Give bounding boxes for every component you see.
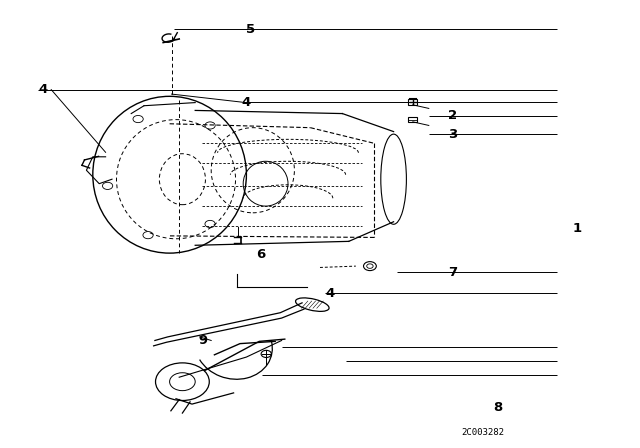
Text: 2: 2 [448, 109, 457, 122]
Text: 4: 4 [242, 95, 251, 109]
Text: 4: 4 [38, 83, 47, 96]
Text: 8: 8 [493, 401, 502, 414]
Text: 1: 1 [573, 222, 582, 235]
Text: 5: 5 [246, 22, 255, 36]
Text: 2C003282: 2C003282 [461, 428, 505, 437]
Text: 4: 4 [325, 287, 334, 300]
Text: 7: 7 [448, 266, 457, 279]
Text: 6: 6 [256, 247, 265, 261]
Text: 9: 9 [198, 334, 207, 347]
Text: 3: 3 [448, 128, 457, 141]
